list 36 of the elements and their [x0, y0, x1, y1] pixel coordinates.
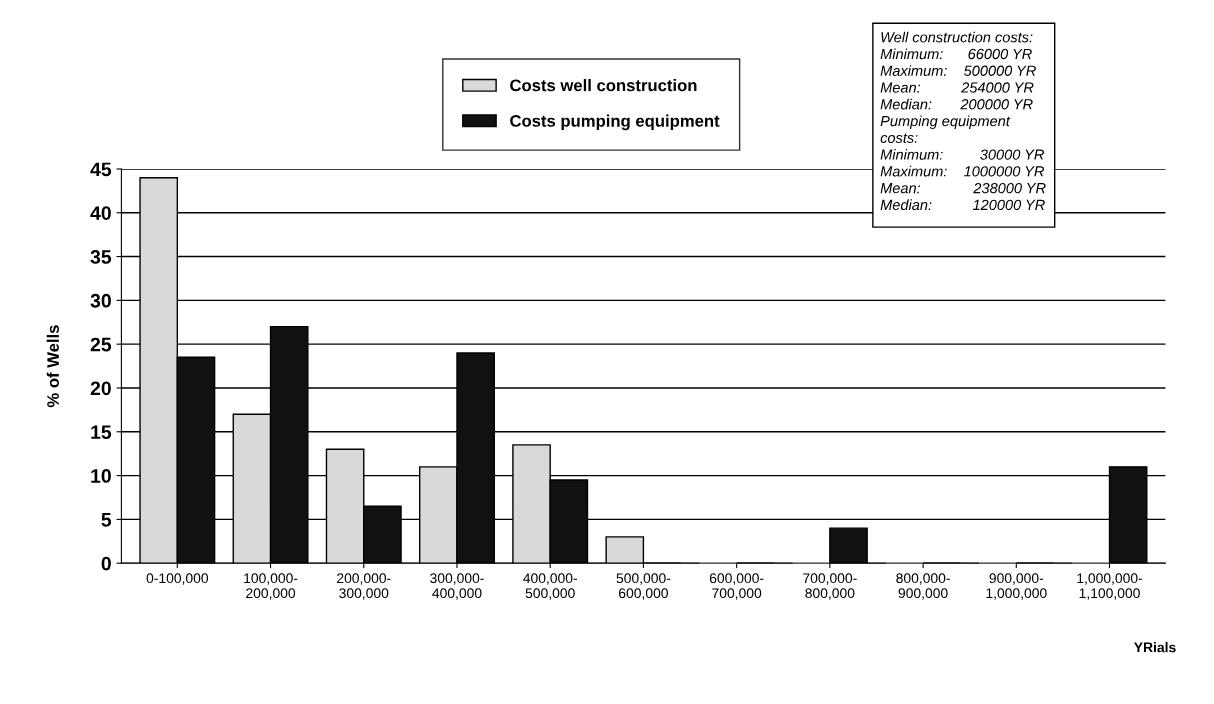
- annotation: Mean: 238000 YR: [880, 182, 1046, 194]
- text: Minimum: 30000 YR: [880, 149, 1044, 160]
- annotation: Median: 120000 YR: [880, 199, 1045, 211]
- y-tick-label: 20: [90, 381, 111, 396]
- text: Well construction costs:: [881, 31, 1033, 43]
- text: Mean: 254000 YR: [880, 82, 1034, 93]
- x-tick-label: 600,000- 700,000: [709, 573, 764, 600]
- x-tick-label: 100,000- 200,000: [244, 573, 298, 600]
- text: Maximum: 500000 YR: [880, 65, 1036, 76]
- x-tick-label: 1,000,000- 1,100,000: [1077, 573, 1143, 600]
- y-tick-label: 40: [90, 206, 111, 220]
- y-tick-label: 45: [90, 162, 112, 177]
- x-tick-label: 900,000- 1,000,000: [986, 573, 1047, 600]
- x-axis-title: YRials: [1134, 642, 1176, 653]
- x-tick-label: 300,000- 400,000: [430, 573, 484, 600]
- y-axis-title: % of Wells: [46, 325, 59, 408]
- x-tick-label: 200,000- 300,000: [337, 573, 391, 600]
- legend-label: Costs well construction: [510, 79, 697, 92]
- text: Pumping equipment: [880, 115, 1011, 130]
- x-tick-label: 0-100,000: [146, 573, 209, 585]
- x-tick-label: 700,000- 800,000: [803, 573, 857, 600]
- y-tick-label: 35: [90, 250, 112, 264]
- text: costs:: [880, 133, 918, 143]
- y-tick-label: 15: [91, 425, 112, 440]
- legend-label: Costs pumping equipment: [510, 114, 720, 131]
- x-tick-label: 400,000- 500,000: [523, 573, 577, 600]
- annotation: Maximum: 1000000 YR: [880, 165, 1044, 177]
- y-tick-label: 0: [101, 556, 111, 571]
- text: Minimum: 66000 YR: [880, 48, 1032, 60]
- y-tick-label: 30: [90, 293, 111, 308]
- y-tick-label: 25: [90, 337, 112, 352]
- x-tick-label: 800,000- 900,000: [896, 573, 950, 600]
- text: Median: 200000 YR: [880, 98, 1033, 110]
- y-tick-label: 10: [91, 469, 111, 483]
- x-tick-label: 500,000- 600,000: [616, 573, 671, 600]
- y-tick-label: 5: [101, 513, 112, 527]
